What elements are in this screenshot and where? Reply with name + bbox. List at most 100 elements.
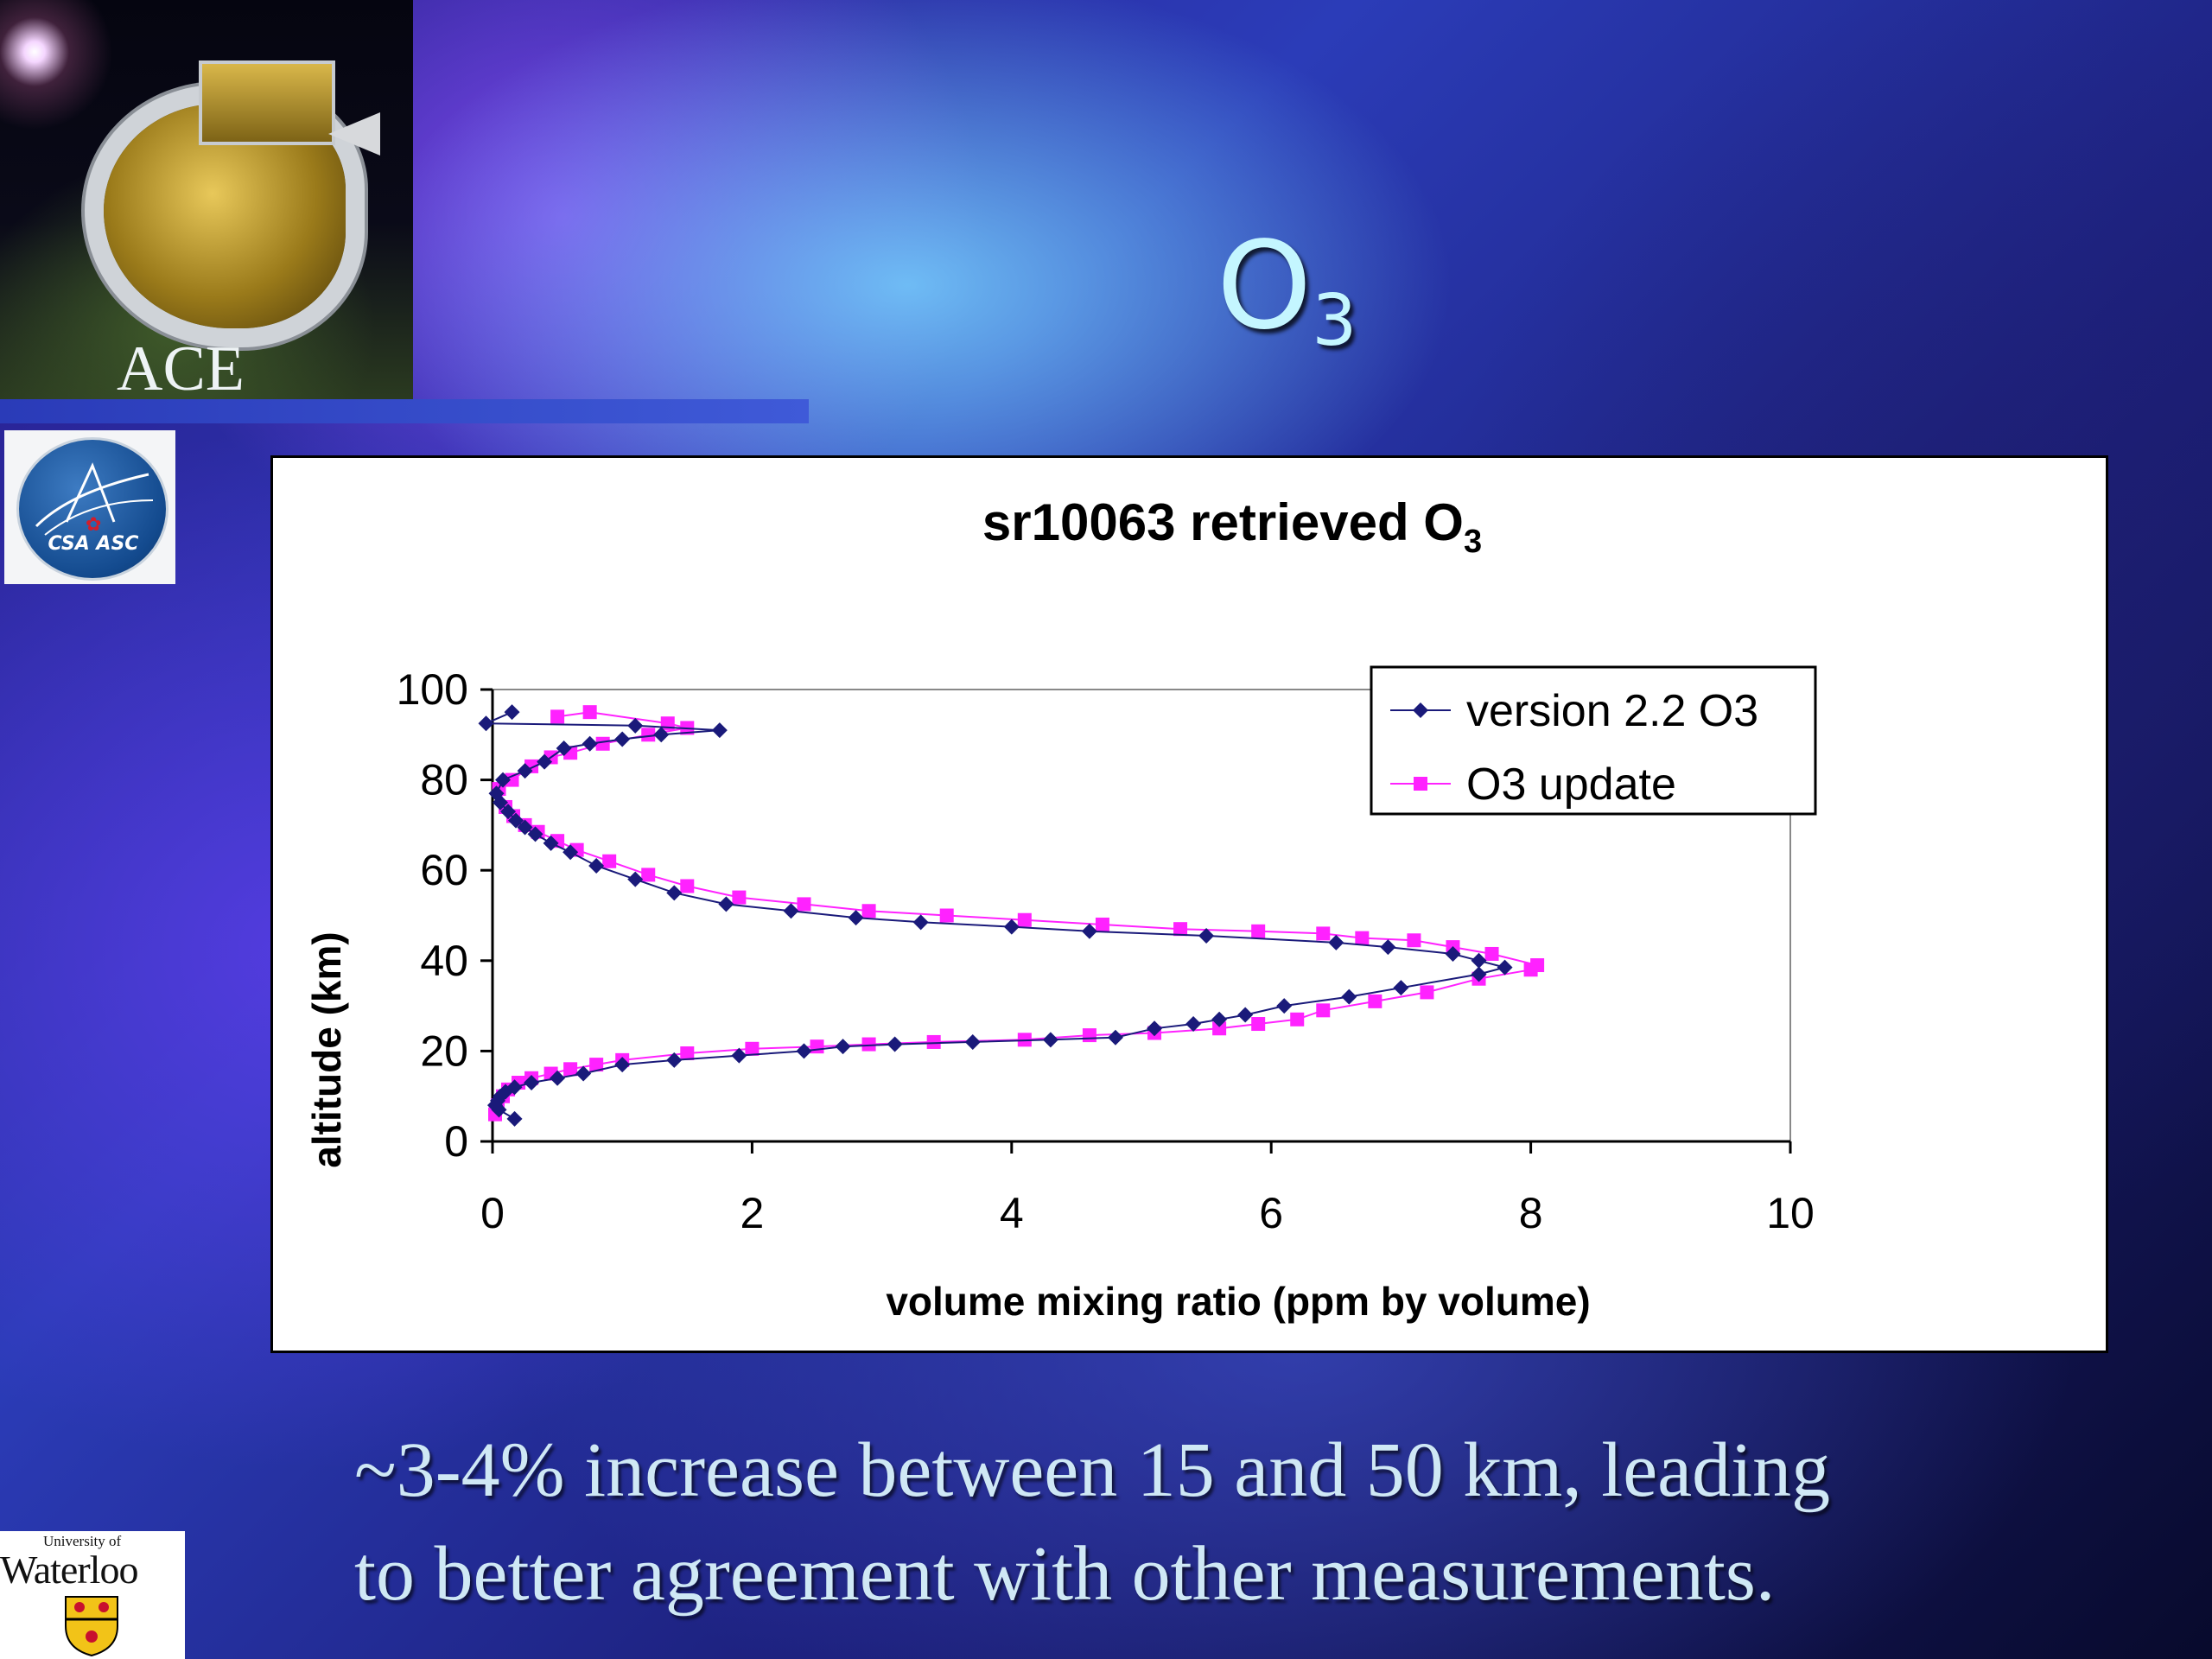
data-point xyxy=(783,903,799,919)
data-point xyxy=(1471,952,1487,969)
data-point xyxy=(1095,917,1109,931)
data-point xyxy=(1173,922,1188,937)
data-point xyxy=(506,1079,523,1096)
data-point xyxy=(595,736,610,751)
data-point xyxy=(498,1084,514,1100)
data-point xyxy=(666,1052,683,1068)
chart-title-subscript: 3 xyxy=(1464,524,1482,560)
data-point xyxy=(527,826,543,842)
y-tick-label: 0 xyxy=(444,1117,468,1166)
data-point xyxy=(1211,1011,1228,1027)
data-point xyxy=(550,1070,566,1086)
data-point xyxy=(1316,926,1331,941)
data-point xyxy=(1380,939,1396,956)
data-point xyxy=(1251,924,1266,938)
data-point xyxy=(797,897,811,912)
slide-title: O3 xyxy=(1217,226,1357,357)
legend-marker xyxy=(1414,777,1427,791)
ace-logo: ACE xyxy=(0,0,413,403)
data-point xyxy=(1497,959,1513,976)
data-point xyxy=(1212,1021,1227,1036)
data-point xyxy=(563,1062,578,1077)
satellite-tube-graphic xyxy=(328,112,380,156)
data-point xyxy=(1420,985,1434,1000)
data-point xyxy=(537,753,553,770)
data-point xyxy=(495,772,512,788)
data-point xyxy=(653,727,670,743)
legend-label: version 2.2 O3 xyxy=(1466,686,1758,736)
data-point xyxy=(745,1041,760,1056)
data-point xyxy=(1185,1016,1202,1033)
data-point xyxy=(1198,928,1215,944)
y-tick-label: 40 xyxy=(420,937,468,985)
data-point xyxy=(493,1088,509,1104)
data-point xyxy=(1237,1007,1254,1023)
data-point xyxy=(887,1036,903,1052)
x-tick-label: 8 xyxy=(1519,1189,1543,1237)
series-layer xyxy=(478,704,1545,1127)
data-point xyxy=(861,1037,876,1052)
legend-label: O3 update xyxy=(1466,760,1676,810)
data-point xyxy=(718,896,734,912)
data-point xyxy=(1328,934,1344,950)
data-point xyxy=(1471,966,1487,982)
data-point xyxy=(627,717,644,734)
x-tick-label: 6 xyxy=(1259,1189,1283,1237)
waterloo-logo-small-text: University of xyxy=(43,1533,122,1549)
csa-swoosh-icon xyxy=(35,462,154,536)
data-point xyxy=(575,1065,592,1082)
x-tick-label: 4 xyxy=(1000,1189,1024,1237)
data-point xyxy=(1355,931,1370,945)
data-point xyxy=(1107,1029,1123,1046)
y-tick-label: 20 xyxy=(420,1027,468,1075)
data-point xyxy=(1484,946,1499,961)
data-point xyxy=(939,908,954,923)
data-point xyxy=(1081,923,1097,939)
data-point xyxy=(680,879,695,893)
maple-leaf-icon: ✿ xyxy=(86,514,102,536)
data-point xyxy=(912,914,929,931)
data-point xyxy=(550,709,565,724)
y-axis-label: altitude (km) xyxy=(304,931,349,1167)
data-point xyxy=(543,835,559,851)
data-point xyxy=(582,705,597,720)
y-axis: 0 20 40 60 80 100 xyxy=(397,665,494,1166)
data-point xyxy=(1147,1020,1163,1037)
ace-logo-text: ACE xyxy=(117,334,245,403)
x-tick-label: 2 xyxy=(740,1189,764,1237)
legend-marker xyxy=(1413,702,1428,718)
x-tick-label: 0 xyxy=(480,1189,505,1237)
csa-logo-disc: ✿ CSA ASC xyxy=(16,437,168,581)
chart-panel: sr10063 retrieved O3 0 20 40 60 80 100 0 2 4 6 8 1… xyxy=(270,455,2108,1353)
data-point xyxy=(556,740,572,756)
y-tick-label: 60 xyxy=(420,846,468,894)
header-bar xyxy=(0,399,809,423)
data-point xyxy=(1082,1028,1096,1043)
data-point xyxy=(504,704,520,721)
data-point xyxy=(1445,945,1461,962)
data-point xyxy=(517,763,533,779)
slide-title-subscript: 3 xyxy=(1312,280,1357,362)
slide-caption: ~3-4% increase between 15 and 50 km, lea… xyxy=(354,1419,2169,1626)
series-2 xyxy=(488,705,1545,1122)
chart-title: sr10063 retrieved O3 xyxy=(982,493,1482,560)
caption-line-1: ~3-4% increase between 15 and 50 km, lea… xyxy=(354,1427,1831,1513)
data-point xyxy=(1530,958,1545,973)
data-point xyxy=(1316,1003,1331,1018)
csa-logo-text: CSA ASC xyxy=(48,533,139,555)
data-point xyxy=(1341,988,1357,1005)
data-point xyxy=(1290,1012,1305,1027)
x-tick-label: 10 xyxy=(1766,1189,1815,1237)
data-point xyxy=(641,868,656,882)
data-point xyxy=(641,728,656,742)
data-point xyxy=(582,735,598,752)
data-point xyxy=(488,785,505,802)
data-point xyxy=(1276,998,1293,1014)
data-point xyxy=(614,1057,631,1073)
csa-logo: ✿ CSA ASC xyxy=(4,430,175,584)
chart-title-main: sr10063 retrieved O xyxy=(982,493,1464,551)
data-point xyxy=(589,1058,604,1072)
data-point xyxy=(602,854,617,868)
data-point xyxy=(1393,980,1409,996)
data-point xyxy=(524,1075,540,1091)
